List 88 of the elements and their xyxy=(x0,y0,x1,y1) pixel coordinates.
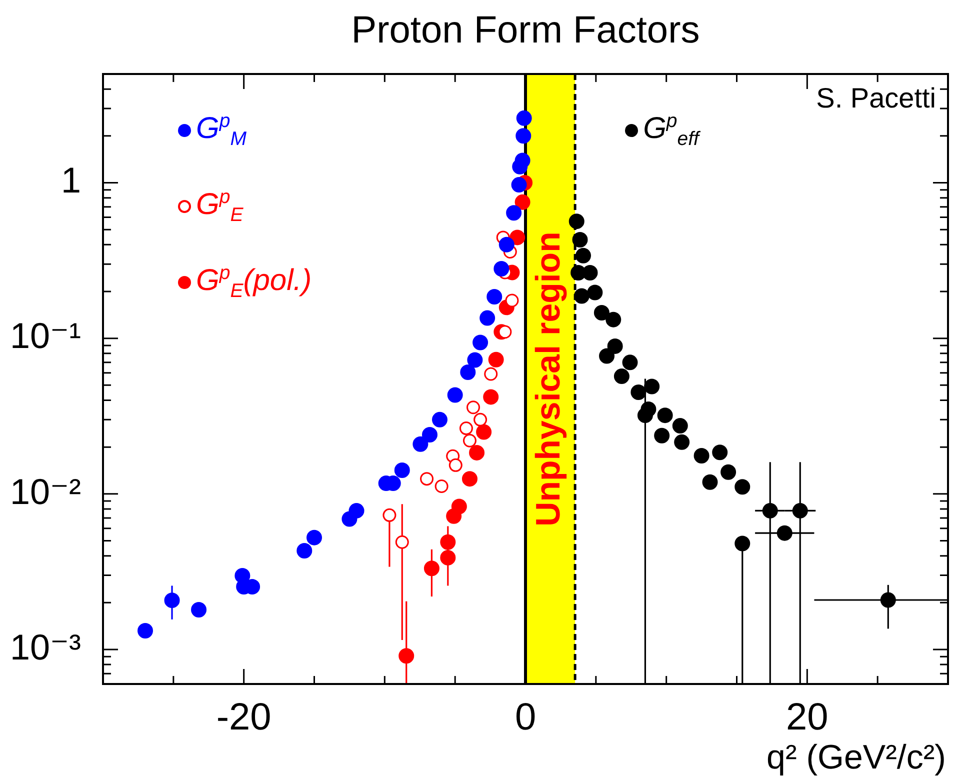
point xyxy=(422,427,438,442)
point xyxy=(606,312,622,328)
point xyxy=(622,354,638,370)
point xyxy=(510,230,526,246)
point xyxy=(138,622,153,638)
point xyxy=(712,444,728,460)
point xyxy=(575,248,591,264)
point xyxy=(394,462,410,478)
annotation: S. Pacetti xyxy=(816,82,936,114)
point xyxy=(191,602,207,618)
point xyxy=(574,288,590,304)
point xyxy=(474,412,488,426)
point xyxy=(880,592,896,608)
point xyxy=(572,232,588,248)
point xyxy=(469,444,485,460)
x-tick-label: -20 xyxy=(216,696,272,738)
y-tick-label: 10⁻² xyxy=(10,470,81,512)
point xyxy=(398,648,414,664)
point xyxy=(607,338,623,354)
point xyxy=(657,408,673,424)
point xyxy=(498,325,512,339)
band-label: Unphysical region xyxy=(530,232,568,526)
point xyxy=(488,352,504,368)
point xyxy=(434,480,448,493)
point xyxy=(460,364,476,380)
point xyxy=(420,472,434,486)
point xyxy=(516,110,532,126)
point xyxy=(594,305,610,321)
point xyxy=(599,348,615,364)
point xyxy=(296,543,312,559)
point xyxy=(164,592,180,608)
point xyxy=(644,378,660,394)
point xyxy=(432,412,448,428)
point xyxy=(514,194,530,210)
x-tick-label: 0 xyxy=(514,696,536,738)
point xyxy=(498,236,514,252)
y-tick-label: 10⁻³ xyxy=(10,626,81,668)
point xyxy=(440,550,456,566)
point xyxy=(630,384,646,400)
point xyxy=(516,128,532,144)
point xyxy=(674,434,690,450)
point xyxy=(462,471,478,487)
chart-title: Proton Form Factors xyxy=(351,9,700,52)
point xyxy=(480,310,496,326)
point xyxy=(694,448,710,464)
point xyxy=(505,294,519,308)
point xyxy=(382,508,396,522)
point xyxy=(440,534,456,550)
x-axis-title: q² (GeV²/c²) xyxy=(766,738,946,776)
point xyxy=(484,367,498,381)
point xyxy=(424,560,440,576)
y-tick-label: 10⁻¹ xyxy=(10,315,81,356)
point xyxy=(412,436,428,452)
point xyxy=(720,464,736,480)
point xyxy=(654,428,670,444)
point xyxy=(792,502,808,518)
point xyxy=(395,535,409,549)
point xyxy=(462,434,476,448)
point xyxy=(448,458,462,472)
point xyxy=(614,368,630,384)
x-tick-label: 20 xyxy=(786,696,828,738)
point xyxy=(506,205,522,221)
point xyxy=(511,177,527,193)
point xyxy=(582,264,598,280)
point xyxy=(702,474,718,490)
point xyxy=(494,261,510,277)
legend-label: G$^{p}$$_{E}$(pol.) xyxy=(196,262,312,302)
point xyxy=(514,152,530,168)
point xyxy=(486,289,502,305)
point xyxy=(672,418,688,434)
point xyxy=(472,334,488,350)
point xyxy=(568,214,584,230)
point xyxy=(476,424,492,440)
point xyxy=(348,502,364,518)
point xyxy=(640,402,656,418)
point xyxy=(483,389,499,405)
point xyxy=(587,284,603,300)
point xyxy=(467,352,483,368)
point xyxy=(451,498,467,514)
point xyxy=(734,479,750,495)
point xyxy=(459,422,473,436)
point xyxy=(466,400,480,414)
point xyxy=(734,536,750,552)
point xyxy=(776,525,792,541)
point xyxy=(306,530,322,546)
y-tick-label: 1 xyxy=(60,160,81,201)
point xyxy=(762,502,778,518)
point xyxy=(447,387,463,403)
